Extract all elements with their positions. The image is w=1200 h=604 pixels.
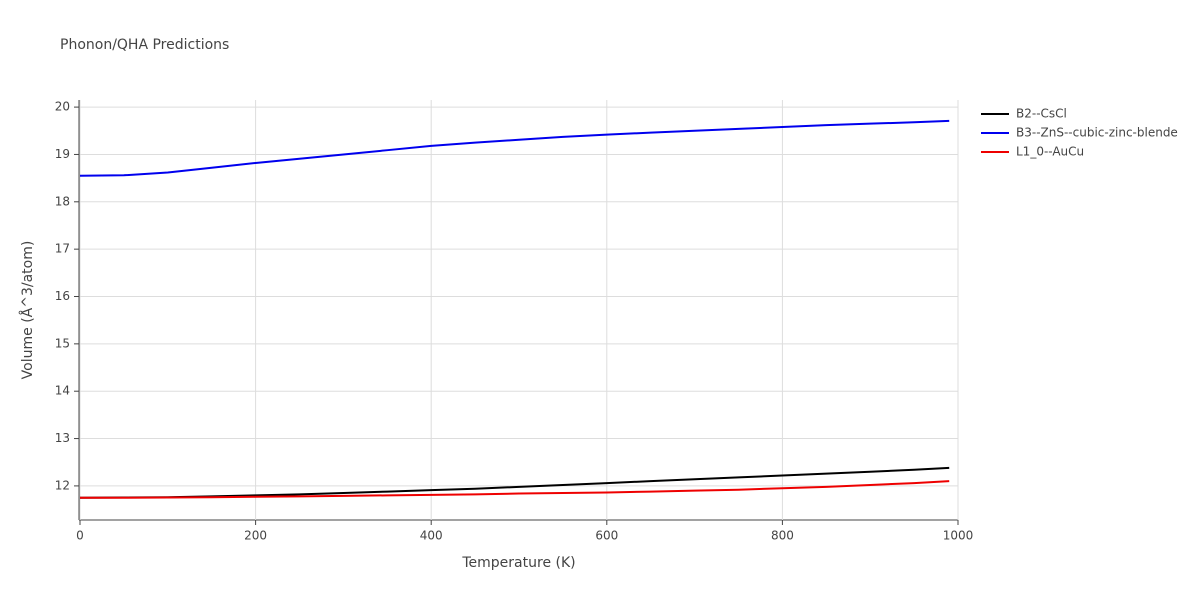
legend-label: B3--ZnS--cubic-zinc-blende — [1016, 126, 1178, 140]
y-tick-label: 19 — [55, 147, 70, 161]
y-tick-label: 20 — [55, 100, 70, 114]
y-tick-label: 18 — [55, 194, 70, 208]
y-tick-label: 15 — [55, 336, 70, 350]
x-axis-title: Temperature (K) — [461, 555, 575, 571]
legend-label: B2--CsCl — [1016, 107, 1067, 121]
x-tick-label: 0 — [76, 529, 84, 543]
chart-title: Phonon/QHA Predictions — [60, 37, 229, 53]
data-line — [79, 466, 950, 499]
x-tick-label: 600 — [595, 529, 618, 543]
legend-label: L1_0--AuCu — [1016, 145, 1084, 159]
y-tick-label: 17 — [55, 242, 70, 256]
y-tick-label: 14 — [55, 384, 70, 398]
x-tick-label: 200 — [244, 529, 267, 543]
y-tick-label: 12 — [55, 478, 70, 492]
x-tick-label: 800 — [771, 529, 794, 543]
y-tick-label: 16 — [55, 289, 70, 303]
data-line — [80, 480, 950, 499]
y-axis-title: Volume (Å^3/atom) — [19, 241, 36, 380]
x-tick-label: 1000 — [943, 529, 974, 543]
y-tick-label: 13 — [55, 431, 70, 445]
x-tick-label: 400 — [420, 529, 443, 543]
data-line — [79, 119, 950, 177]
